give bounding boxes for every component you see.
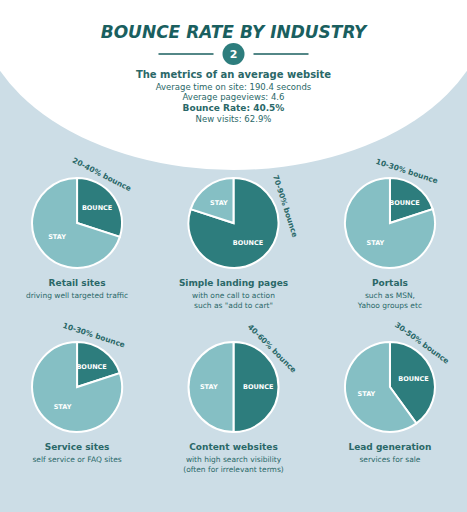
divider (159, 53, 214, 55)
slice-label: STAY (367, 239, 385, 247)
slice-label: STAY (358, 390, 376, 398)
pie-subtitle-line: Yahoo groups etc (357, 301, 422, 310)
pie-annotation: 10-30% bounce (62, 321, 126, 350)
pie-subtitle-line: with high search visibility (186, 455, 282, 464)
slice-label: BOUNCE (233, 239, 263, 247)
pie-subtitle: with high search visibility(often for ir… (183, 455, 284, 474)
pie-subtitle-line: self service or FAQ sites (32, 455, 121, 464)
slice (188, 178, 278, 268)
pie-subtitle: self service or FAQ sites (32, 455, 121, 464)
slice-label: BOUNCE (243, 383, 273, 391)
pie-title: Service sites (45, 442, 110, 452)
pie: BOUNCE STAY 10-30% bounce (345, 157, 439, 268)
pie-subtitle-line: such as "add to cart" (194, 301, 273, 310)
pie-subtitle: services for sale (359, 455, 420, 464)
pie-subtitle-line: driving well targeted traffic (26, 291, 128, 300)
slice (234, 342, 279, 432)
pie-title: Simple landing pages (179, 278, 288, 288)
pie-title: Lead generation (348, 442, 431, 452)
badge-number: 2 (230, 48, 238, 61)
slice-label: BOUNCE (398, 375, 428, 383)
slice-label: STAY (54, 403, 72, 411)
pie-title: Retail sites (49, 278, 106, 288)
chart: BOUNCE RATE BY INDUSTRY 2 The metrics of a… (0, 0, 467, 512)
pie-annotation: 70-90% bounce (271, 174, 300, 238)
divider (254, 53, 309, 55)
slice-label: BOUNCE (389, 199, 419, 207)
slice (345, 178, 435, 268)
pie-subtitle: such as MSN,Yahoo groups etc (357, 291, 422, 310)
slice (189, 342, 234, 432)
slice (191, 178, 234, 223)
pie-subtitle: with one call to actionsuch as "add to c… (192, 291, 275, 310)
pie-subtitle-line: services for sale (359, 455, 420, 464)
metric: Average time on site: 190.4 seconds (156, 82, 312, 92)
pie-title: Portals (372, 278, 408, 288)
pie: BOUNCE STAY 40-60% bounce (189, 322, 299, 432)
pie: BOUNCE STAY 70-90% bounce (188, 174, 299, 268)
metric: New visits: 62.9% (196, 114, 272, 124)
badge (223, 43, 245, 65)
slice-label: STAY (210, 199, 228, 207)
pie-annotation: 30-50% bounce (393, 320, 451, 365)
metric: Average pageviews: 4.6 (183, 92, 285, 102)
slice (32, 342, 122, 432)
pie: BOUNCE STAY 30-50% bounce (345, 320, 451, 432)
slice-label: STAY (48, 233, 66, 241)
pie-annotation: 10-30% bounce (375, 157, 439, 186)
pie-subtitle-line: with one call to action (192, 291, 275, 300)
header-panel (0, 0, 467, 170)
pie: BOUNCE STAY 10-30% bounce (32, 321, 126, 432)
pie-subtitle-line: (often for irrelevant terms) (183, 465, 284, 474)
pie-subtitle: driving well targeted traffic (26, 291, 128, 300)
slice (345, 342, 416, 432)
slice-label: STAY (200, 383, 218, 391)
pie: BOUNCE STAY 20-40% bounce (32, 156, 133, 268)
pie-annotation: 20-40% bounce (71, 156, 133, 193)
slice-label: BOUNCE (76, 363, 106, 371)
slice (32, 178, 120, 268)
title: BOUNCE RATE BY INDUSTRY (101, 22, 368, 42)
subtitle: The metrics of an average website (136, 69, 331, 80)
metric: Bounce Rate: 40.5% (183, 103, 285, 113)
pie-title: Content websites (189, 442, 278, 452)
pie-annotation: 40-60% bounce (246, 322, 298, 374)
slice-label: BOUNCE (82, 204, 112, 212)
pie-subtitle-line: such as MSN, (365, 291, 415, 300)
